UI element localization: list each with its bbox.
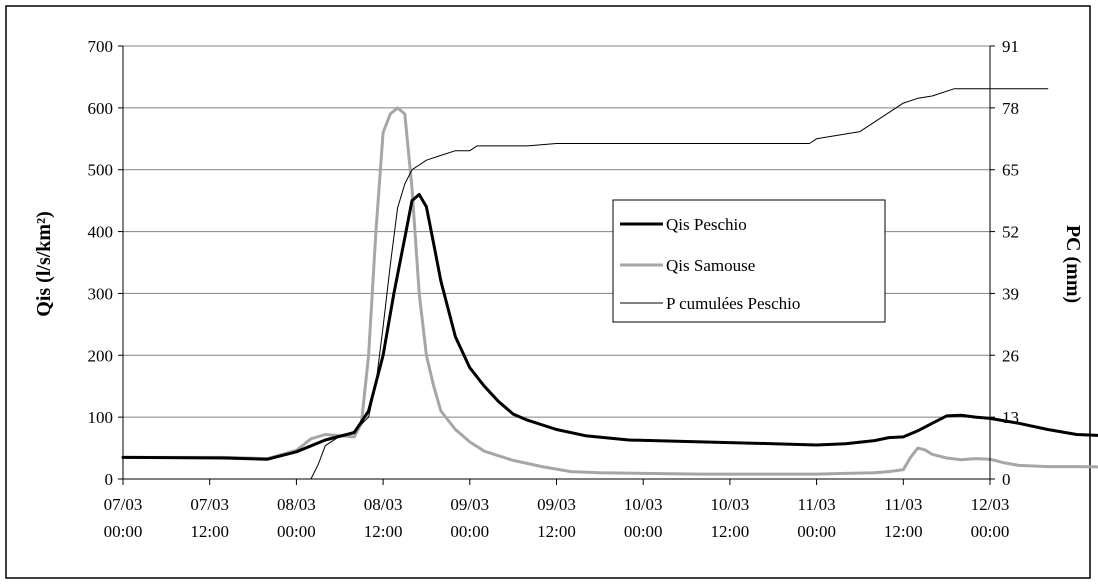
x-tick-label-time: 00:00 <box>624 522 663 541</box>
legend-label-peschio: Qis Peschio <box>666 215 747 234</box>
y-tick-label: 500 <box>88 161 114 180</box>
series-line-qis-samouse <box>121 106 1098 476</box>
legend-box <box>612 199 886 323</box>
legend-label-pcumul: P cumulées Peschio <box>666 294 800 313</box>
x-tick-label-day: 07/03 <box>190 495 229 514</box>
x-tick-label-time: 12:00 <box>884 522 923 541</box>
x-tick-label-day: 11/03 <box>798 495 836 514</box>
y2-tick-label: 78 <box>1002 99 1019 118</box>
y2-tick-label: 52 <box>1002 223 1019 242</box>
y2-tick-label: 91 <box>1002 37 1019 56</box>
y-tick-label: 300 <box>88 284 114 303</box>
x-tick-label-day: 08/03 <box>364 495 403 514</box>
x-tick-label-day: 08/03 <box>277 495 316 514</box>
y2-tick-label: 26 <box>1002 346 1019 365</box>
x-tick-label-time: 00:00 <box>104 522 143 541</box>
y2-tick-label: 0 <box>1002 470 1011 489</box>
x-tick-label-time: 12:00 <box>190 522 229 541</box>
x-tick-label-day: 10/03 <box>711 495 750 514</box>
x-tick-label-time: 00:00 <box>797 522 836 541</box>
x-tick-label-day: 12/03 <box>971 495 1010 514</box>
y-tick-label: 600 <box>88 99 114 118</box>
x-tick-label-day: 09/03 <box>537 495 576 514</box>
x-tick-label-day: 10/03 <box>624 495 663 514</box>
x-tick-label-day: 09/03 <box>450 495 489 514</box>
series-line-qis-peschio <box>121 193 1098 461</box>
axes-layer: 0 100 200 300 400 500 600 700 0 13 26 39 52 65 78 91 07/… <box>88 37 1020 541</box>
y-tick-label: 400 <box>88 223 114 242</box>
y-tick-label: 200 <box>88 346 114 365</box>
x-tick-label-day: 11/03 <box>884 495 922 514</box>
legend: Qis Peschio Qis Samouse P cumulées Pesch… <box>612 199 886 323</box>
gridlines <box>123 45 990 418</box>
x-tick-label-time: 00:00 <box>450 522 489 541</box>
x-tick-label-time: 12:00 <box>711 522 750 541</box>
y2-axis-label: PC (mm) <box>1062 225 1084 303</box>
y-tick-label: 700 <box>88 37 114 56</box>
series-line-p-cumul-es-peschio <box>122 88 1049 480</box>
y2-tick-label: 39 <box>1002 284 1019 303</box>
x-tick-label-time: 12:00 <box>364 522 403 541</box>
y2-tick-label: 13 <box>1002 408 1019 427</box>
y-tick-label: 0 <box>105 470 114 489</box>
x-tick-label-time: 00:00 <box>971 522 1010 541</box>
x-tick-label-time: 12:00 <box>537 522 576 541</box>
x-tick-label-time: 00:00 <box>277 522 316 541</box>
chart-border <box>5 5 1091 579</box>
x-tick-label-day: 07/03 <box>104 495 143 514</box>
y2-tick-label: 65 <box>1002 161 1019 180</box>
y-tick-label: 100 <box>88 408 114 427</box>
y-axis-label: Qis (l/s/km²) <box>33 211 55 316</box>
legend-label-samouse: Qis Samouse <box>666 256 755 275</box>
series-layer <box>121 88 1098 480</box>
